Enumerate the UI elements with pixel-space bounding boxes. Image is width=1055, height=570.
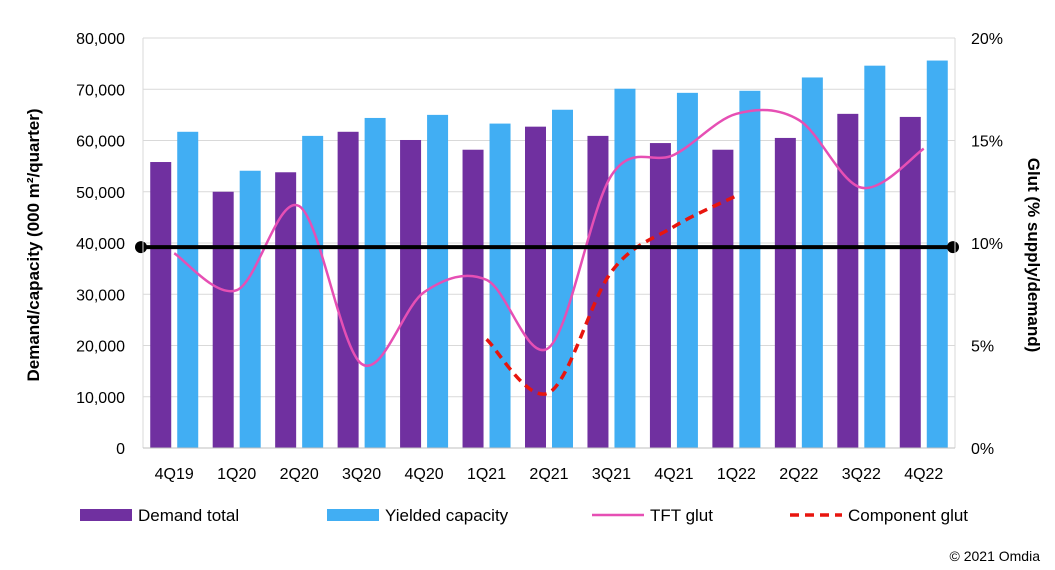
legend: Demand total Yielded capacity TFT glut Comp… [80, 506, 968, 525]
left-axis-tick-label: 70,000 [76, 82, 125, 99]
bar-yielded-capacity [614, 88, 636, 449]
lines-group [173, 108, 925, 396]
legend-swatch-yielded-capacity [327, 509, 379, 521]
bar-demand-total [150, 162, 172, 448]
reference-line-start-marker [135, 241, 147, 254]
bars-group [150, 60, 948, 449]
bar-demand-total [212, 191, 234, 448]
x-axis-tick-label: 3Q20 [342, 466, 381, 483]
right-axis-tick-label: 10% [971, 236, 1003, 253]
left-axis-tick-label: 30,000 [76, 287, 125, 304]
bar-demand-total [899, 116, 921, 449]
x-axis-tick-label: 1Q21 [467, 466, 506, 483]
line-component-glut [485, 194, 738, 396]
bar-demand-total [649, 143, 671, 448]
bar-yielded-capacity [427, 114, 449, 448]
bar-yielded-capacity [926, 60, 948, 449]
left-axis-tick-label: 40,000 [76, 236, 125, 253]
bar-demand-total [275, 172, 297, 448]
right-axis-tick-label: 15% [971, 134, 1003, 151]
left-axis-tick-label: 60,000 [76, 134, 125, 151]
bar-demand-total [525, 126, 546, 448]
x-axis-tick-label: 1Q20 [217, 466, 256, 483]
bar-yielded-capacity [801, 77, 823, 449]
left-axis-tick-label: 80,000 [76, 31, 125, 48]
bar-yielded-capacity [177, 131, 199, 448]
bar-yielded-capacity [676, 92, 698, 449]
bar-yielded-capacity [239, 170, 261, 449]
legend-label-yielded-capacity: Yielded capacity [385, 506, 509, 525]
bar-demand-total [837, 113, 859, 448]
x-axis-tick-label: 1Q22 [717, 466, 756, 483]
left-axis-title: Demand/capacity (000 m²/quarter) [24, 108, 43, 381]
x-axis-tick-label: 2Q20 [280, 466, 319, 483]
bar-yielded-capacity [489, 123, 511, 449]
left-axis-tick-label: 50,000 [76, 185, 125, 202]
right-axis-tick-label: 20% [971, 31, 1003, 48]
legend-label-demand-total: Demand total [138, 506, 239, 525]
x-axis-tick-label: 2Q21 [529, 466, 568, 483]
bar-yielded-capacity [864, 65, 886, 449]
right-axis-tick-label: 0% [971, 441, 994, 458]
bar-yielded-capacity [552, 109, 573, 448]
reference-line-group [135, 241, 959, 254]
bar-yielded-capacity [302, 135, 324, 448]
x-axis-tick-label: 4Q21 [654, 466, 693, 483]
copyright-credit: © 2021 Omdia [950, 548, 1041, 564]
x-axis-tick-label: 4Q20 [405, 466, 444, 483]
reference-line-end-marker [947, 241, 959, 254]
axes-group: 0 10,000 20,000 30,000 40,000 50,000 60,000 70,… [76, 31, 1003, 483]
x-axis-tick-label: 3Q22 [842, 466, 881, 483]
bar-demand-total [337, 131, 359, 448]
left-axis-tick-label: 20,000 [76, 339, 125, 356]
gridlines [143, 37, 955, 449]
legend-label-tft-glut: TFT glut [650, 506, 713, 525]
legend-label-component-glut: Component glut [848, 506, 968, 525]
x-axis-tick-label: 4Q19 [155, 466, 194, 483]
bar-yielded-capacity [739, 90, 761, 448]
bar-demand-total [712, 149, 734, 448]
x-axis-tick-label: 4Q22 [904, 466, 943, 483]
left-axis-tick-label: 10,000 [76, 390, 125, 407]
bar-demand-total [774, 137, 796, 448]
legend-swatch-demand-total [80, 509, 132, 521]
bar-demand-total [400, 139, 422, 449]
line-tft-glut [173, 108, 925, 368]
x-axis-tick-label: 2Q22 [779, 466, 818, 483]
left-axis-tick-label: 0 [116, 441, 125, 458]
right-axis-title: Glut (% supply/demand) [1024, 158, 1043, 353]
bar-yielded-capacity [364, 117, 386, 448]
right-axis-tick-label: 5% [971, 339, 994, 356]
x-axis-tick-label: 3Q21 [592, 466, 631, 483]
bar-demand-total [462, 149, 484, 448]
